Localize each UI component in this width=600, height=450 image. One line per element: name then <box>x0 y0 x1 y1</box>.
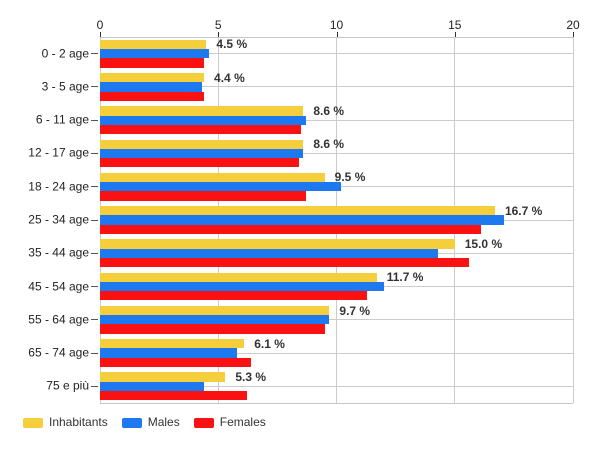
category-tick-mark <box>91 219 98 221</box>
males-bar <box>100 281 384 292</box>
males-bar <box>100 115 306 125</box>
inhabitants-bar <box>100 239 455 249</box>
legend-item-females: Females <box>193 415 266 429</box>
inhabitants-bar <box>100 139 304 149</box>
x-tick-label: 5 <box>214 18 222 32</box>
x-tick-label: 20 <box>566 18 580 32</box>
data-label: 5.3 % <box>235 370 267 385</box>
category-tick-mark <box>91 119 98 121</box>
inhabitants-bar <box>100 372 226 382</box>
gridline-horizontal <box>100 385 573 387</box>
x-tick-label: 15 <box>448 18 462 32</box>
category-label: 25 - 34 age <box>28 212 89 227</box>
gridline-horizontal <box>100 119 573 121</box>
females-bar <box>100 91 205 101</box>
category-tick-mark <box>91 385 98 387</box>
category-tick-mark <box>91 152 98 154</box>
females-bar <box>100 224 481 234</box>
category-label: 45 - 54 age <box>28 279 89 294</box>
gridline-horizontal <box>100 319 573 321</box>
data-label: 4.5 % <box>216 37 248 52</box>
legend-swatch <box>121 417 142 428</box>
legend: Inhabitants Males Females <box>23 416 280 429</box>
data-label: 6.1 % <box>254 336 285 351</box>
legend-label: Inhabitants <box>49 415 108 429</box>
legend-swatch <box>23 417 43 428</box>
x-tick-label: 0 <box>96 18 104 32</box>
data-label: 15.0 % <box>464 236 503 251</box>
females-bar <box>100 391 247 401</box>
category-label: 3 - 5 age <box>41 79 89 94</box>
x-tick-mark <box>218 32 220 37</box>
males-bar <box>100 182 342 192</box>
females-bar <box>100 58 205 68</box>
males-bar <box>100 381 205 391</box>
category-tick-mark <box>91 186 98 188</box>
x-tick-mark <box>573 32 574 37</box>
females-bar <box>100 324 325 334</box>
inhabitants-bar <box>100 72 205 83</box>
gridline-vertical <box>572 37 574 403</box>
females-bar <box>100 257 469 268</box>
data-label: 11.7 % <box>386 270 424 285</box>
category-label: 0 - 2 age <box>41 46 89 61</box>
x-tick-label: 10 <box>329 18 344 32</box>
inhabitants-bar <box>100 272 377 282</box>
x-tick-mark <box>336 32 338 37</box>
males-bar <box>100 82 202 92</box>
inhabitants-bar <box>100 206 495 216</box>
legend-item-males: Males <box>121 415 180 429</box>
males-bar <box>100 48 209 59</box>
x-tick-mark <box>454 32 456 37</box>
inhabitants-bar <box>100 339 245 349</box>
females-bar <box>100 291 368 301</box>
inhabitants-bar <box>100 39 207 49</box>
gridline-horizontal <box>100 86 573 88</box>
x-tick-mark <box>100 32 101 37</box>
category-label: 55 - 64 age <box>28 312 89 327</box>
inhabitants-bar <box>100 106 304 116</box>
category-tick-mark <box>91 86 98 88</box>
males-bar <box>100 248 439 258</box>
legend-item-inhabitants: Inhabitants <box>23 416 108 429</box>
category-label: 18 - 24 age <box>28 179 89 194</box>
inhabitants-bar <box>100 305 330 316</box>
plot-bottom-border <box>100 403 573 404</box>
males-bar <box>100 215 505 225</box>
category-label: 6 - 11 age <box>35 112 89 127</box>
category-tick-mark <box>91 352 98 354</box>
category-label: 75 e più <box>46 378 89 393</box>
category-tick-mark <box>91 53 98 55</box>
legend-label: Males <box>147 415 180 429</box>
gridline-horizontal <box>100 352 573 354</box>
category-label: 65 - 74 age <box>28 345 89 360</box>
data-label: 9.7 % <box>339 303 371 318</box>
legend-swatch <box>193 417 214 428</box>
females-bar <box>100 158 299 168</box>
category-label: 35 - 44 age <box>28 245 89 260</box>
category-tick-mark <box>91 319 98 321</box>
gridline-horizontal <box>100 53 573 55</box>
data-label: 8.6 % <box>313 103 345 118</box>
females-bar <box>100 191 306 201</box>
females-bar <box>100 124 302 135</box>
category-tick-mark <box>91 286 98 288</box>
gridline-horizontal <box>100 152 573 154</box>
inhabitants-bar <box>100 172 325 183</box>
data-label: 8.6 % <box>313 137 345 152</box>
category-tick-mark <box>91 252 98 254</box>
data-label: 4.4 % <box>214 70 245 85</box>
category-label: 12 - 17 age <box>28 145 89 160</box>
males-bar <box>100 348 238 358</box>
legend-label: Females <box>219 415 266 429</box>
females-bar <box>100 357 252 368</box>
males-bar <box>100 148 304 159</box>
males-bar <box>100 315 330 325</box>
data-label: 16.7 % <box>504 203 543 218</box>
data-label: 9.5 % <box>334 170 366 185</box>
